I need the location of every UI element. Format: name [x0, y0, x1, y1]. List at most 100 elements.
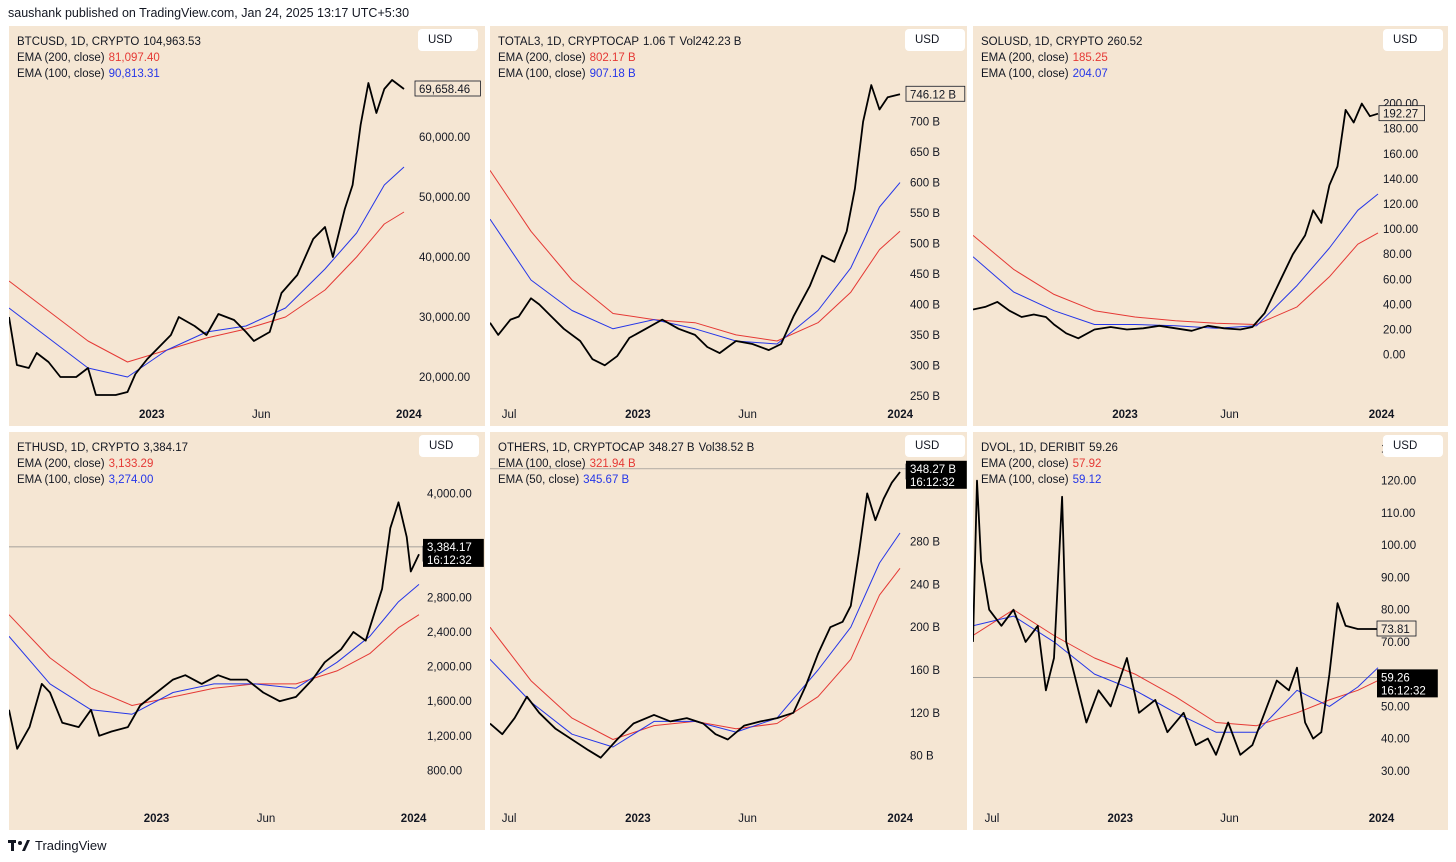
last-value: 348.27 B	[648, 442, 695, 454]
ema-fast-line	[9, 584, 420, 715]
ema-slow-line	[9, 211, 405, 363]
y-tick-label: 4,000.00	[427, 489, 472, 501]
ema-slow-line	[973, 232, 1379, 325]
current-price-label: 3,384.17	[427, 542, 472, 554]
chart-plot[interactable]: 250 B 300 B 350 B 400 B 450 B 500 B 550 B 600 B…	[490, 26, 967, 426]
currency-button[interactable]: USD	[905, 29, 965, 51]
last-value: 260.52	[1107, 36, 1143, 48]
currency-button[interactable]: USD	[1383, 29, 1443, 51]
currency-button[interactable]: USD	[1383, 435, 1443, 457]
ema-fast-line	[973, 193, 1379, 329]
y-tick-label: 400 B	[910, 299, 940, 311]
y-tick-label: 50,000.00	[419, 192, 470, 204]
y-tick-label: 100.00	[1381, 540, 1416, 552]
chart-plot[interactable]: 800.00 1,200.00 1,600.00 2,000.00 2,400.00 2,…	[9, 432, 485, 830]
ema-label[interactable]: EMA (100, close)	[17, 68, 105, 80]
symbol-label[interactable]: SOLUSD, 1D, CRYPTO	[981, 36, 1104, 48]
y-tick-label: 120.00	[1381, 476, 1416, 488]
ema-label[interactable]: EMA (100, close)	[17, 474, 105, 486]
x-tick-label: 2023	[625, 409, 651, 421]
currency-button[interactable]: USD	[418, 29, 478, 51]
chart-plot[interactable]: 30.0040.0050.0060.0070.0080.0090.00100.0…	[973, 432, 1448, 830]
chart-panel[interactable]: 80 B 120 B 160 B 200 B 240 B 280 B Jul 2023 Jun 2…	[490, 432, 967, 830]
chart-panel[interactable]: 800.00 1,200.00 1,600.00 2,000.00 2,400.00 2,…	[9, 432, 485, 830]
y-tick-label: 2,400.00	[427, 627, 472, 639]
symbol-label[interactable]: OTHERS, 1D, CRYPTOCAP	[498, 442, 645, 454]
price-line	[490, 84, 901, 367]
y-tick-label: 280 B	[910, 537, 940, 549]
symbol-label[interactable]: DVOL, 1D, DERIBIT	[981, 442, 1086, 454]
y-tick-label: 100.00	[1383, 224, 1418, 236]
chart-legend: TOTAL3, 1D, CRYPTOCAP 1.06 T Vol242.23 B EM…	[498, 34, 741, 82]
chart-legend: DVOL, 1D, DERIBIT 59.26 EMA (200, close) 57…	[981, 440, 1118, 488]
x-tick-label: 2024	[1369, 409, 1395, 421]
chart-panel[interactable]: 30.0040.0050.0060.0070.0080.0090.00100.0…	[973, 432, 1448, 830]
ema-value: 321.94 B	[589, 458, 636, 470]
ema-fast-line	[9, 166, 405, 378]
price-label-box	[1378, 105, 1425, 122]
ema-slow-line	[490, 170, 901, 342]
ema-value: 90,813.31	[108, 68, 160, 80]
x-tick-label: Jun	[252, 409, 271, 421]
volume-value: Vol38.52 B	[698, 442, 755, 454]
price-label: 746.12 B	[910, 89, 956, 101]
last-value: 104,963.53	[143, 36, 201, 48]
price-label-box	[905, 85, 966, 102]
ema-label[interactable]: EMA (200, close)	[981, 52, 1069, 64]
price-line	[9, 79, 405, 396]
ema-value: 59.12	[1072, 474, 1102, 486]
y-tick-label: 40.00	[1383, 299, 1412, 311]
ema-value: 3,274.00	[108, 474, 154, 486]
y-tick-label: 60.00	[1383, 274, 1412, 286]
ema-label[interactable]: EMA (100, close)	[498, 458, 586, 470]
ema-label[interactable]: EMA (200, close)	[498, 52, 586, 64]
y-tick-label: 110.00	[1381, 508, 1415, 520]
brand-footer[interactable]: TradingView	[8, 838, 107, 853]
chart-plot[interactable]: 20,000.00 30,000.00 40,000.00 50,000.00 60,0…	[9, 26, 485, 426]
y-tick-label: 180.00	[1383, 124, 1418, 136]
currency-button[interactable]: USD	[419, 435, 479, 457]
currency-button[interactable]: USD	[905, 435, 965, 457]
ema-fast-line	[973, 615, 1379, 733]
x-tick-label: 2024	[396, 409, 422, 421]
y-tick-label: 650 B	[910, 147, 940, 159]
chart-panel[interactable]: 0.00 20.00 40.00 60.00 80.00 100.00 120.00 140.…	[973, 26, 1448, 426]
brand-name: TradingView	[35, 838, 107, 853]
x-tick-label: Jun	[738, 813, 757, 825]
ema-value: 57.92	[1072, 458, 1102, 470]
symbol-label[interactable]: BTCUSD, 1D, CRYPTO	[17, 36, 140, 48]
chart-panel[interactable]: 250 B 300 B 350 B 400 B 450 B 500 B 550 B 600 B…	[490, 26, 967, 426]
last-value: 1.06 T	[643, 36, 676, 48]
ema-label[interactable]: EMA (50, close)	[498, 474, 580, 486]
chart-plot[interactable]: 80 B 120 B 160 B 200 B 240 B 280 B Jul 2023 Jun 2…	[490, 432, 967, 830]
y-tick-label: 800.00	[427, 765, 462, 777]
ema-value: 802.17 B	[589, 52, 636, 64]
y-tick-label: 600 B	[910, 178, 940, 190]
current-price-box	[906, 460, 967, 489]
symbol-label[interactable]: ETHUSD, 1D, CRYPTO	[17, 442, 140, 454]
current-price-box	[1377, 669, 1438, 698]
ema-label[interactable]: EMA (200, close)	[981, 458, 1069, 470]
last-value: 59.26	[1089, 442, 1118, 454]
ema-label[interactable]: EMA (200, close)	[17, 52, 105, 64]
y-tick-label: 120 B	[910, 708, 940, 720]
x-tick-label: 2023	[144, 813, 170, 825]
chart-panel[interactable]: 20,000.00 30,000.00 40,000.00 50,000.00 60,0…	[9, 26, 485, 426]
ema-value: 185.25	[1072, 52, 1108, 64]
y-tick-label: 40,000.00	[419, 252, 470, 264]
ema-label[interactable]: EMA (100, close)	[981, 474, 1069, 486]
ema-value: 204.07	[1072, 68, 1108, 80]
symbol-label[interactable]: TOTAL3, 1D, CRYPTOCAP	[498, 36, 640, 48]
price-label-box	[414, 80, 481, 97]
ema-label[interactable]: EMA (200, close)	[17, 458, 105, 470]
price-label: 69,658.46	[419, 84, 470, 96]
price-line	[490, 471, 901, 759]
y-tick-label: 300 B	[910, 360, 940, 372]
ema-label[interactable]: EMA (100, close)	[981, 68, 1069, 80]
y-tick-label: 500 B	[910, 239, 940, 251]
ema-label[interactable]: EMA (100, close)	[498, 68, 586, 80]
y-tick-label: 80.00	[1381, 605, 1410, 617]
chart-legend: OTHERS, 1D, CRYPTOCAP 348.27 B Vol38.52 B E…	[498, 440, 754, 488]
chart-plot[interactable]: 0.00 20.00 40.00 60.00 80.00 100.00 120.00 140.…	[973, 26, 1448, 426]
y-tick-label: 90.00	[1381, 572, 1410, 584]
